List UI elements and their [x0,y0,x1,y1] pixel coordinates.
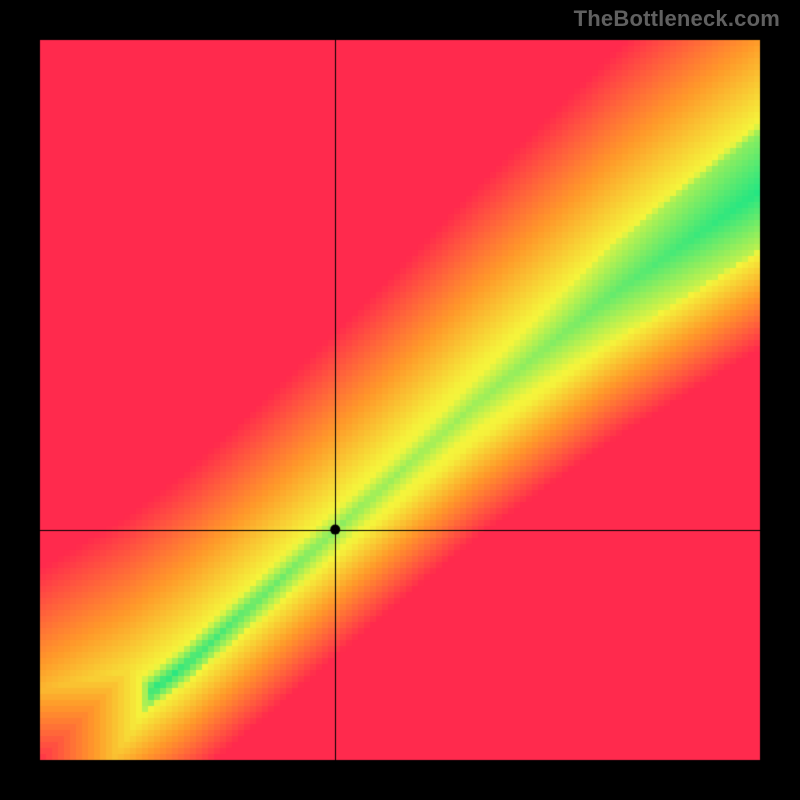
figure-container: TheBottleneck.com [0,0,800,800]
attribution-label: TheBottleneck.com [574,6,780,32]
bottleneck-heatmap-canvas [0,0,800,800]
